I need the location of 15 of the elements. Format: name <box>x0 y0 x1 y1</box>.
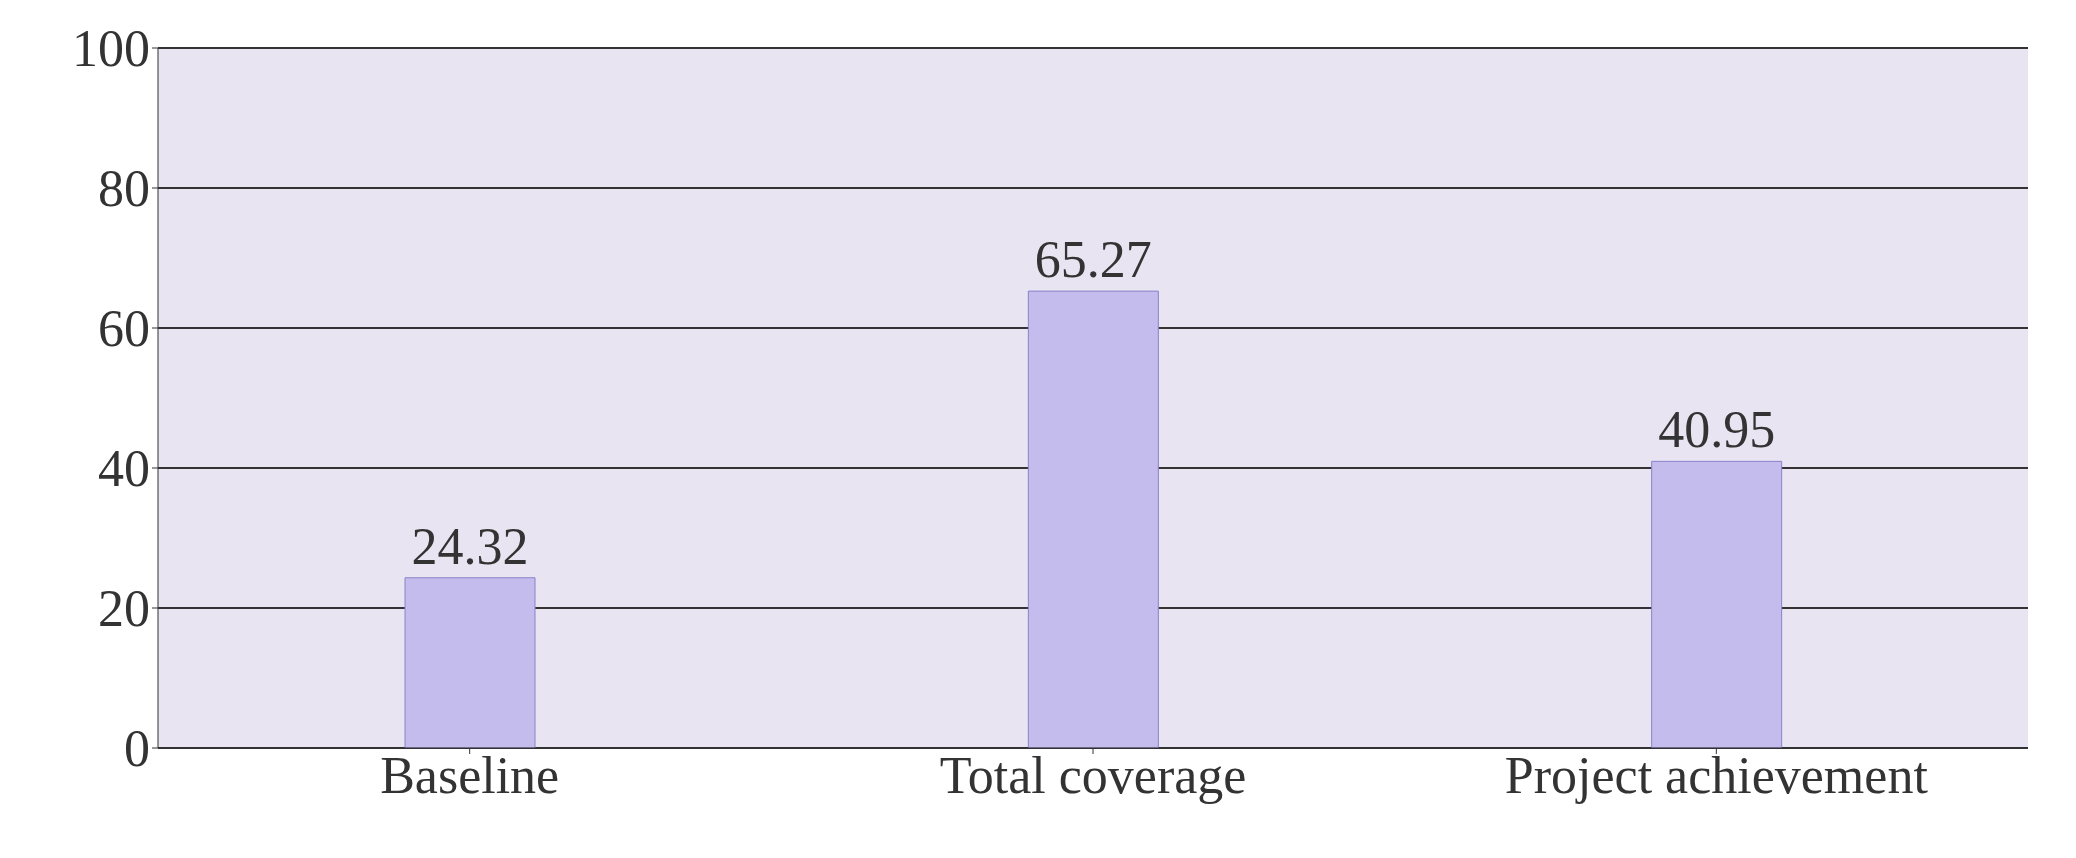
y-tick-label: 60 <box>98 300 150 358</box>
y-tick-label: 20 <box>98 580 150 638</box>
data-label: 24.32 <box>411 517 529 575</box>
y-tick-label: 100 <box>72 20 150 78</box>
y-tick-label: 40 <box>98 440 150 498</box>
data-label: 65.27 <box>1034 231 1152 289</box>
bar <box>1651 460 1783 748</box>
x-tick-label: Baseline <box>380 746 560 804</box>
x-tick-label: Project achievement <box>1504 746 1929 804</box>
y-tick-label: 0 <box>124 720 150 778</box>
x-tick-label: Total coverage <box>939 746 1247 804</box>
y-tick-label: 80 <box>98 160 150 218</box>
data-label: 40.95 <box>1658 401 1776 459</box>
bar <box>1027 290 1159 748</box>
bar <box>404 577 536 748</box>
